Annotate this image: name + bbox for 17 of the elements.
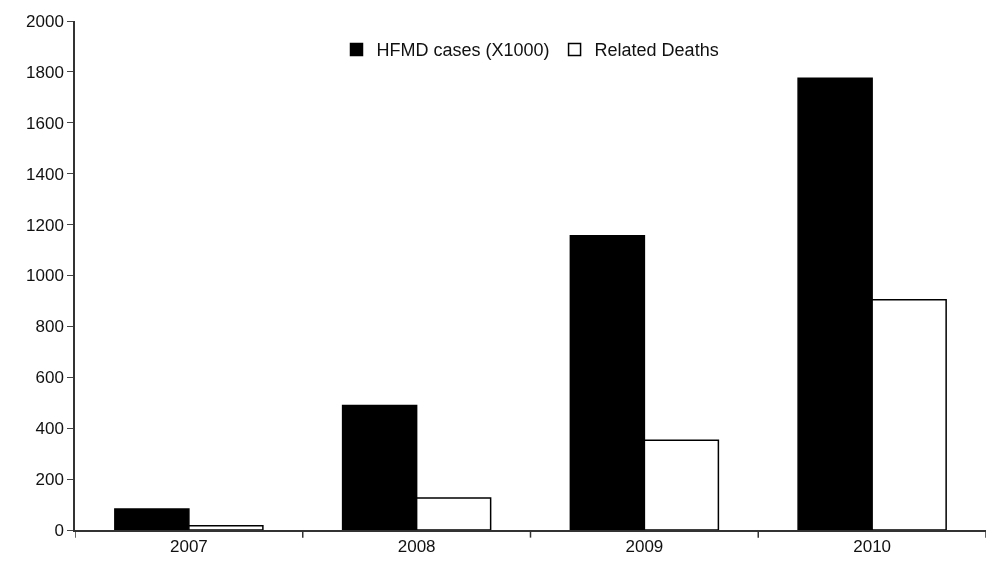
x-tick-label: 2009 [625,537,664,557]
y-tick-label: 1800 [26,62,64,82]
y-tick-label: 200 [35,470,64,490]
legend-label: HFMD cases (X1000) [376,40,550,61]
x-tick-label: 2010 [853,537,892,557]
y-tick-label: 1600 [26,113,64,133]
y-tick-label: 2000 [26,11,64,31]
y-tick-label: 400 [35,419,64,439]
y-tick-label: 800 [35,317,64,337]
y-tick-label: 1000 [26,266,64,286]
legend-label: Related Deaths [594,40,719,61]
x-tick-label: 2008 [397,537,436,557]
x-tick-label: 2007 [169,537,208,557]
y-tick-label: 0 [54,520,64,540]
y-tick-label: 600 [35,368,64,388]
y-tick-label: 1200 [26,215,64,235]
y-tick-label: 1400 [26,164,64,184]
